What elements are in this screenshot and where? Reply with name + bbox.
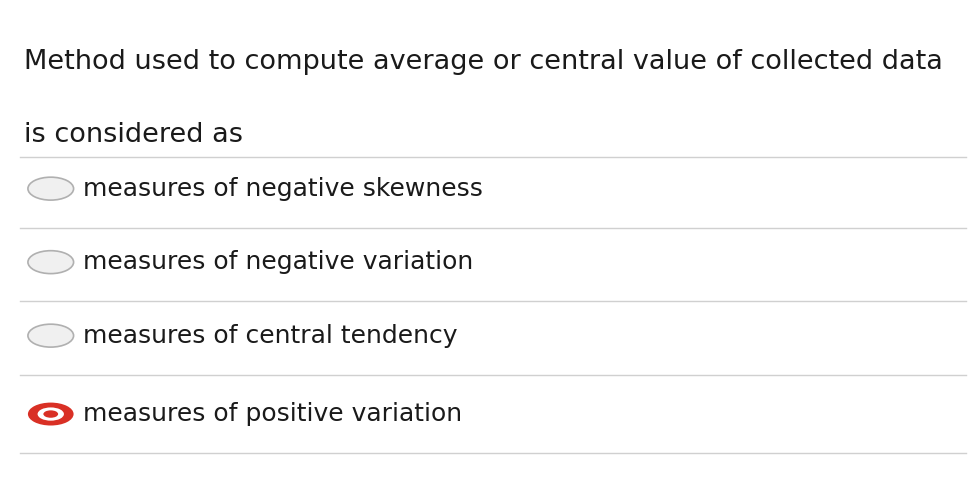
Circle shape	[28, 251, 73, 273]
Text: measures of central tendency: measures of central tendency	[83, 324, 458, 347]
Circle shape	[28, 403, 73, 425]
Circle shape	[43, 410, 59, 418]
Circle shape	[28, 177, 73, 200]
Text: Method used to compute average or central value of collected data: Method used to compute average or centra…	[24, 49, 943, 75]
Text: measures of negative skewness: measures of negative skewness	[83, 177, 483, 200]
Text: is considered as: is considered as	[24, 122, 243, 148]
Circle shape	[37, 408, 64, 420]
Text: measures of positive variation: measures of positive variation	[83, 402, 462, 426]
Circle shape	[28, 324, 73, 347]
Text: measures of negative variation: measures of negative variation	[83, 250, 473, 274]
